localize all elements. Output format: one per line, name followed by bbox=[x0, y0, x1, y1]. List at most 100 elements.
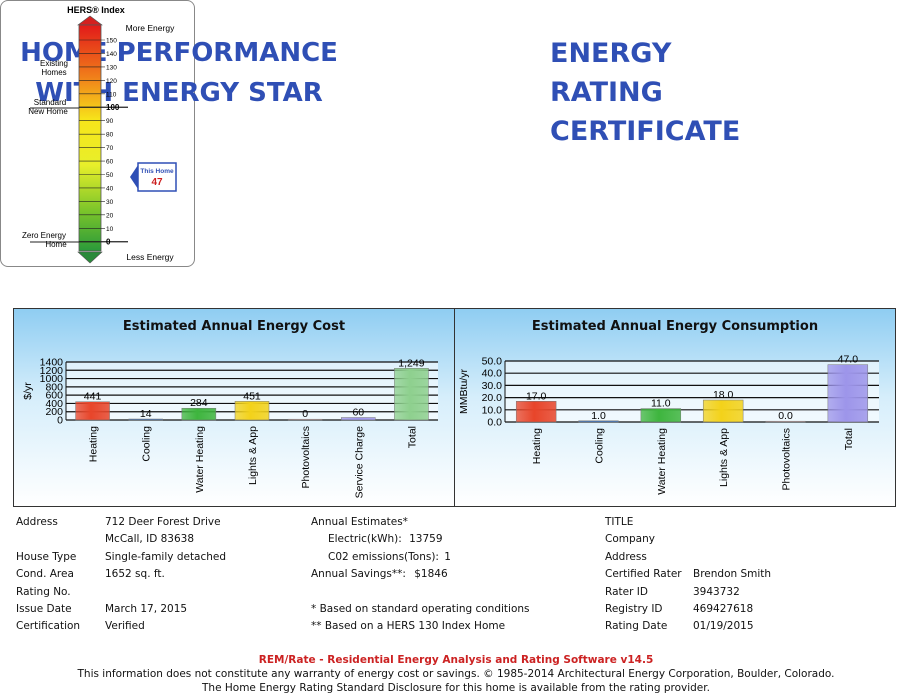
electric-label: Electric(kWh): bbox=[328, 533, 402, 546]
registry-id-label: Registry ID bbox=[605, 603, 663, 616]
savings-row: Annual Savings**: $1846 bbox=[311, 566, 530, 583]
rater-id-label: Rater ID bbox=[605, 585, 648, 598]
certificate-title: ENERGY RATING CERTIFICATE bbox=[550, 34, 740, 151]
bar-value-label: 0 bbox=[302, 408, 308, 420]
hers-title: HERS® Index bbox=[67, 5, 125, 15]
bar-lights-app bbox=[702, 399, 744, 423]
bar-photovoltaics bbox=[765, 420, 806, 423]
hers-tick-label: 110 bbox=[106, 91, 117, 98]
bar-value-label: 14 bbox=[140, 408, 152, 420]
category-label: Water Heating bbox=[194, 426, 206, 493]
hers-tick-label: 120 bbox=[106, 78, 117, 85]
certified-rater-value: Brendon Smith bbox=[693, 568, 772, 581]
y-axis-label: $/yr bbox=[22, 382, 34, 400]
annual-cost-chart-panel: Estimated Annual Energy Cost 0 200 400 600 8… bbox=[13, 308, 455, 507]
address-line-1: 712 Deer Forest Drive bbox=[105, 516, 221, 528]
bar-value-label: 441 bbox=[84, 391, 102, 403]
bar-photovoltaics bbox=[287, 418, 323, 421]
hers-tick-label: 130 bbox=[106, 64, 117, 71]
cond-area-label: Cond. Area bbox=[16, 568, 74, 581]
category-label: Total bbox=[843, 428, 855, 450]
bar-heating bbox=[515, 401, 557, 423]
title-label: TITLE bbox=[605, 516, 634, 528]
y-tick-label: 20.0 bbox=[482, 392, 503, 404]
bar-value-label: 47.0 bbox=[838, 354, 859, 366]
existing-homes-line-2: Homes bbox=[41, 68, 66, 77]
hers-tick-label: 70 bbox=[106, 145, 114, 152]
category-label: Service Charge bbox=[353, 426, 365, 499]
standard-new-home-line-1: Standard bbox=[34, 98, 66, 107]
y-tick-label: 50.0 bbox=[482, 356, 503, 368]
co2-row: C02 emissions(Tons): 1 bbox=[311, 549, 530, 566]
rating-date-label: Rating Date bbox=[605, 620, 668, 633]
company-value bbox=[693, 531, 771, 548]
home-info-labels: Address House Type Cond. Area Rating No.… bbox=[16, 514, 80, 636]
note-standard-conditions: * Based on standard operating conditions bbox=[311, 603, 530, 616]
category-label: Total bbox=[406, 426, 418, 448]
issue-date-value: March 17, 2015 bbox=[105, 603, 188, 616]
y-tick-label: 200 bbox=[45, 406, 63, 418]
rater-info-values: Brendon Smith 3943732 469427618 01/19/20… bbox=[693, 514, 771, 636]
rating-date-value: 01/19/2015 bbox=[693, 620, 754, 633]
hers-tick-label: 150 bbox=[106, 38, 117, 45]
hers-tick-label: 80 bbox=[106, 132, 114, 139]
y-tick-label: 30.0 bbox=[482, 380, 503, 392]
bar-cooling bbox=[578, 420, 619, 423]
rating-no-value bbox=[105, 584, 226, 601]
home-info-values: 712 Deer Forest Drive McCall, ID 83638 S… bbox=[105, 514, 226, 636]
bar-value-label: 451 bbox=[243, 390, 261, 402]
category-label: Cooling bbox=[594, 428, 606, 464]
co2-value: 1 bbox=[444, 550, 451, 563]
rater-address-label: Address bbox=[605, 550, 647, 563]
bar-total bbox=[394, 368, 429, 421]
rater-id-value: 3943732 bbox=[693, 585, 740, 598]
hers-index-gauge: HERS® Index More Energy Less Energy 150 1… bbox=[0, 0, 195, 267]
address-label-2 bbox=[16, 531, 80, 548]
savings-value: $1846 bbox=[414, 568, 448, 581]
address-label: Address bbox=[16, 516, 58, 528]
hers-tick-label: 10 bbox=[106, 226, 114, 233]
annual-cost-chart-title: Estimated Annual Energy Cost bbox=[122, 319, 346, 334]
house-type-value: Single-family detached bbox=[105, 550, 227, 563]
issue-date-label: Issue Date bbox=[16, 603, 72, 616]
bar-value-label: 11.0 bbox=[651, 398, 671, 410]
this-home-pointer-icon bbox=[130, 165, 138, 189]
category-label: Heating bbox=[88, 426, 100, 462]
category-label: Photovoltaics bbox=[300, 426, 312, 488]
zero-energy-line-2: Home bbox=[45, 240, 67, 249]
registry-id-value: 469427618 bbox=[693, 603, 754, 616]
this-home-box bbox=[137, 162, 177, 192]
y-tick-label: 1000 bbox=[40, 373, 64, 385]
bar-cooling bbox=[128, 418, 163, 421]
hers-tick-label: 100 bbox=[106, 103, 120, 112]
certification-value: Verified bbox=[105, 620, 145, 633]
certified-rater-label: Certified Rater bbox=[605, 568, 682, 581]
bar-value-label: 0.0 bbox=[778, 410, 793, 422]
certification-label: Certification bbox=[16, 620, 81, 633]
bar-heating bbox=[75, 401, 110, 421]
bar-service-charge bbox=[341, 417, 376, 421]
address-line-2: McCall, ID 83638 bbox=[105, 533, 195, 546]
rating-no-label: Rating No. bbox=[16, 585, 71, 598]
note-hers-130: ** Based on a HERS 130 Index Home bbox=[311, 620, 506, 633]
category-label: Lights & App bbox=[718, 428, 730, 487]
program-title-line-1: HOME PERFORMANCE bbox=[20, 38, 338, 68]
warranty-disclaimer: This information does not constitute any… bbox=[77, 668, 835, 680]
hers-tick-label: 60 bbox=[106, 159, 114, 166]
y-tick-label: 0.0 bbox=[487, 417, 502, 429]
y-tick-label: 0 bbox=[57, 415, 63, 427]
bar-value-label: 18.0 bbox=[713, 389, 734, 401]
category-label: Lights & App bbox=[247, 426, 259, 485]
category-label: Cooling bbox=[141, 426, 153, 462]
electric-value: 13759 bbox=[409, 533, 443, 546]
y-tick-label: 40.0 bbox=[482, 368, 503, 380]
certificate-title-line-1: ENERGY bbox=[550, 38, 672, 69]
certificate-title-line-2: RATING bbox=[550, 77, 663, 108]
hers-index-graphic: HERS® Index More Energy Less Energy 150 1… bbox=[22, 5, 177, 264]
hers-tick-label: 20 bbox=[106, 212, 114, 219]
category-label: Water Heating bbox=[656, 428, 668, 495]
bar-water-heating bbox=[640, 408, 682, 423]
y-axis-label: MMBtu/yr bbox=[458, 369, 470, 414]
hers-tick-label: 40 bbox=[106, 185, 114, 192]
